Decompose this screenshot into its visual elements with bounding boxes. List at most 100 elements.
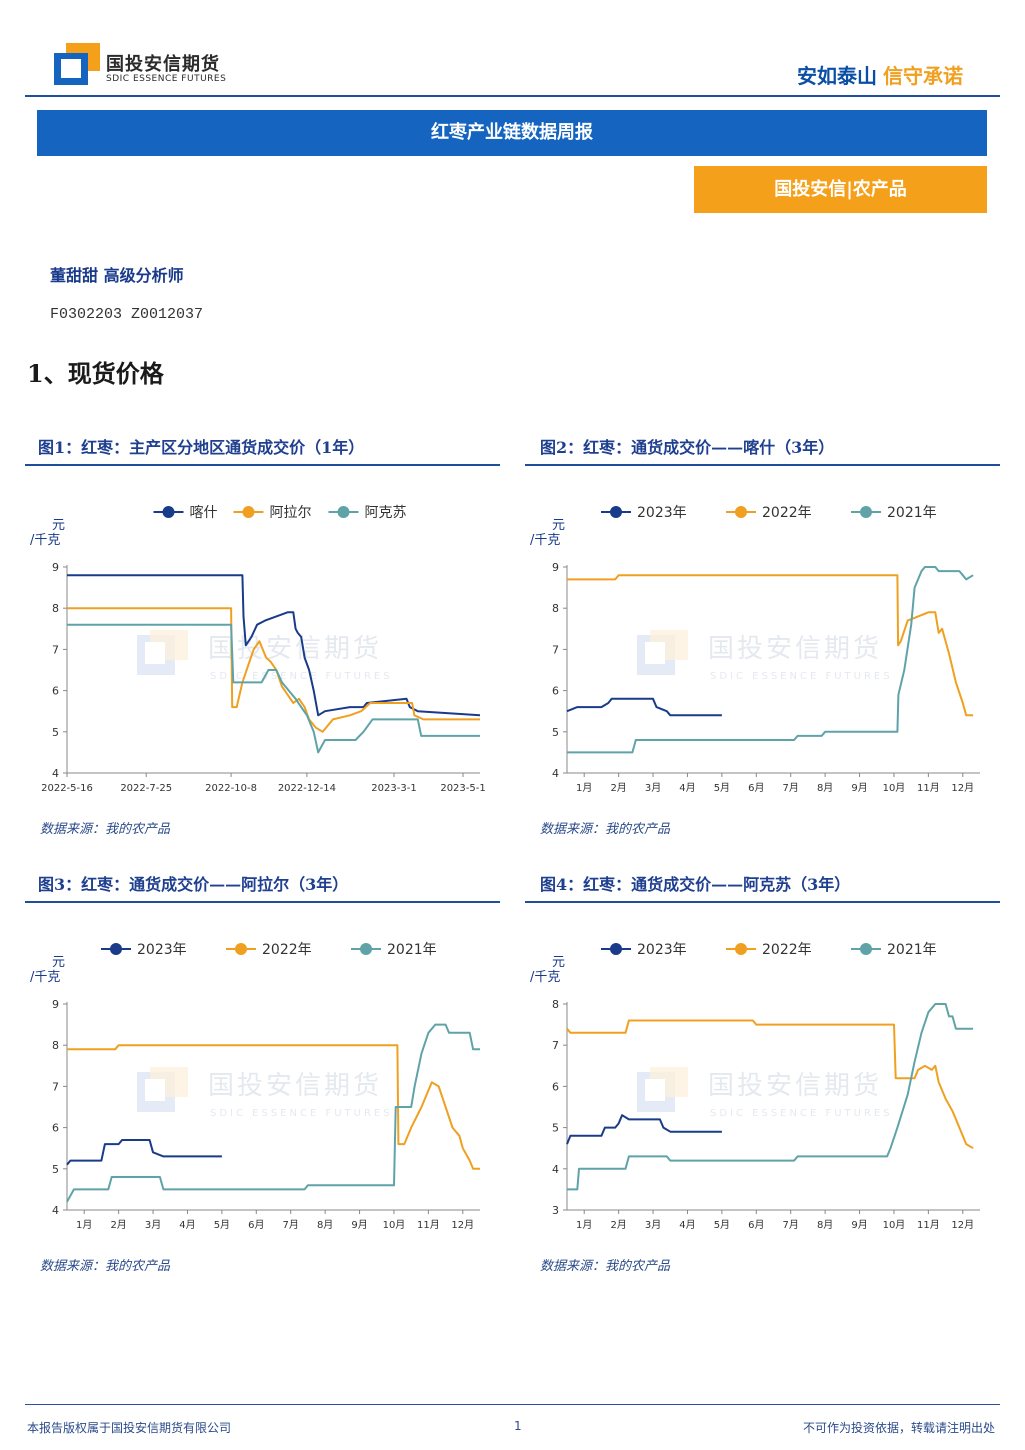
series-line <box>567 566 974 754</box>
x-tick-label: 1月 <box>76 1219 92 1231</box>
watermark-text: 国投安信期货 <box>708 634 882 664</box>
series-line <box>66 1139 222 1166</box>
legend-swatch-dot <box>860 506 872 518</box>
x-tick-label: 9月 <box>351 1219 367 1231</box>
x-tick-label: 2022-5-16 <box>41 783 93 794</box>
figure-3-chart: 国投安信期货 SDIC ESSENCE FUTURES 2023年 2022年 2021… <box>30 942 480 1231</box>
legend-label: 2021年 <box>887 505 937 521</box>
company-logo-mark <box>54 43 100 85</box>
company-logo-english: SDIC ESSENCE FUTURES <box>106 74 227 84</box>
y-unit-label: 元 <box>52 518 65 533</box>
y-tick-label: 5 <box>552 1122 559 1135</box>
legend-swatch-dot <box>610 943 622 955</box>
x-tick-label: 5月 <box>714 782 730 794</box>
y-tick-label: 4 <box>552 767 559 780</box>
figure-1-rule <box>25 464 500 466</box>
watermark-logo-orange <box>150 630 188 660</box>
x-tick-label: 8月 <box>317 1219 333 1231</box>
watermark-logo-orange <box>150 1067 188 1097</box>
legend-label: 2023年 <box>137 942 187 958</box>
x-tick-label: 4月 <box>179 1219 195 1231</box>
x-tick-label: 5月 <box>714 1219 730 1231</box>
watermark-logo-blue <box>637 1072 675 1112</box>
figure-3-rule <box>25 901 500 903</box>
y-unit-label: 元 <box>552 518 565 533</box>
figure-4-chart: 国投安信期货 SDIC ESSENCE FUTURES 2023年 2022年 2021… <box>530 942 980 1231</box>
x-tick-label: 2月 <box>110 1219 126 1231</box>
watermark-logo-orange <box>650 630 688 660</box>
legend-item: 2022年 <box>226 942 312 958</box>
legend-label: 喀什 <box>190 505 218 521</box>
report-category: 国投安信|农产品 <box>694 166 987 213</box>
watermark-logo-orange <box>650 1067 688 1097</box>
legend-item: 2022年 <box>726 505 812 521</box>
legend-swatch-dot <box>337 506 350 518</box>
y-tick-label: 6 <box>52 1122 59 1135</box>
figure-1-title: 图1：红枣：主产区分地区通货成交价（1年） <box>38 438 365 457</box>
watermark-text: 国投安信期货 <box>208 634 382 664</box>
watermark-logo-hole <box>145 642 165 664</box>
series-line <box>67 623 480 754</box>
series-line <box>66 1023 480 1203</box>
x-tick-label: 8月 <box>817 782 833 794</box>
slogan: 安如泰山 信守承诺 <box>797 60 963 89</box>
legend-swatch-dot <box>360 943 372 955</box>
section-heading: 1、现货价格 <box>27 359 164 388</box>
series-line <box>566 697 722 717</box>
figure-2-title: 图2：红枣：通货成交价——喀什（3年） <box>540 438 835 457</box>
watermark-logo-hole <box>145 1079 165 1101</box>
legend-swatch-dot <box>110 943 122 955</box>
legend-item: 2021年 <box>851 942 937 958</box>
legend-item: 2021年 <box>851 505 937 521</box>
figure-3-title: 图3：红枣：通货成交价——阿拉尔（3年） <box>38 875 349 894</box>
x-tick-label: 3月 <box>145 1219 161 1231</box>
x-tick-label: 3月 <box>645 782 661 794</box>
figure-4-title: 图4：红枣：通货成交价——阿克苏（3年） <box>540 875 851 894</box>
legend-item: 阿拉尔 <box>233 505 312 521</box>
legend-label: 2021年 <box>887 942 937 958</box>
y-tick-label: 6 <box>52 685 59 698</box>
slogan-part-1: 安如泰山 <box>797 64 877 88</box>
x-tick-label: 2022-7-25 <box>120 783 172 794</box>
x-tick-label: 11月 <box>917 1219 940 1231</box>
y-tick-label: 9 <box>52 561 59 574</box>
legend-label: 阿拉尔 <box>270 505 312 521</box>
y-tick-label: 7 <box>552 1039 559 1052</box>
footer-disclaimer: 不可作为投资依据，转载请注明出处 <box>802 1421 995 1435</box>
x-tick-label: 2月 <box>610 1219 626 1231</box>
watermark: 国投安信期货 SDIC ESSENCE FUTURES <box>137 1067 393 1119</box>
legend-label: 2022年 <box>262 942 312 958</box>
x-tick-label: 7月 <box>283 1219 299 1231</box>
watermark-logo-hole <box>645 642 665 664</box>
legend-swatch-dot <box>610 506 622 518</box>
legend-label: 2022年 <box>762 505 812 521</box>
figure-2-source: 数据来源：我的农产品 <box>540 822 671 837</box>
y-tick-label: 6 <box>552 1080 559 1093</box>
x-tick-label: 2023-3-1 <box>371 783 416 794</box>
legend-item: 2023年 <box>101 942 187 958</box>
y-tick-label: 3 <box>552 1204 559 1217</box>
series-line <box>67 574 481 717</box>
legend-swatch-dot <box>242 506 255 518</box>
x-tick-label: 10月 <box>883 1219 906 1231</box>
legend-swatch-dot <box>162 506 175 518</box>
legend-label: 阿克苏 <box>365 505 407 521</box>
watermark-english: SDIC ESSENCE FUTURES <box>710 1108 893 1119</box>
y-tick-label: 9 <box>552 561 559 574</box>
y-tick-label: 7 <box>52 1080 59 1093</box>
watermark-english: SDIC ESSENCE FUTURES <box>710 671 893 682</box>
x-tick-label: 10月 <box>883 782 906 794</box>
x-tick-label: 1月 <box>576 782 592 794</box>
figure-2-rule <box>525 464 1000 466</box>
watermark-english: SDIC ESSENCE FUTURES <box>210 1108 393 1119</box>
x-tick-label: 2022-12-14 <box>278 783 336 794</box>
x-tick-label: 12月 <box>951 1219 974 1231</box>
analyst-codes: F0302203 Z0012037 <box>50 306 204 323</box>
x-tick-label: 9月 <box>851 1219 867 1231</box>
legend-swatch-dot <box>735 506 747 518</box>
x-tick-label: 2022-10-8 <box>205 783 257 794</box>
y-tick-label: 8 <box>552 998 559 1011</box>
y-tick-label: 4 <box>552 1163 559 1176</box>
legend-swatch-dot <box>860 943 872 955</box>
watermark: 国投安信期货 SDIC ESSENCE FUTURES <box>637 1067 893 1119</box>
